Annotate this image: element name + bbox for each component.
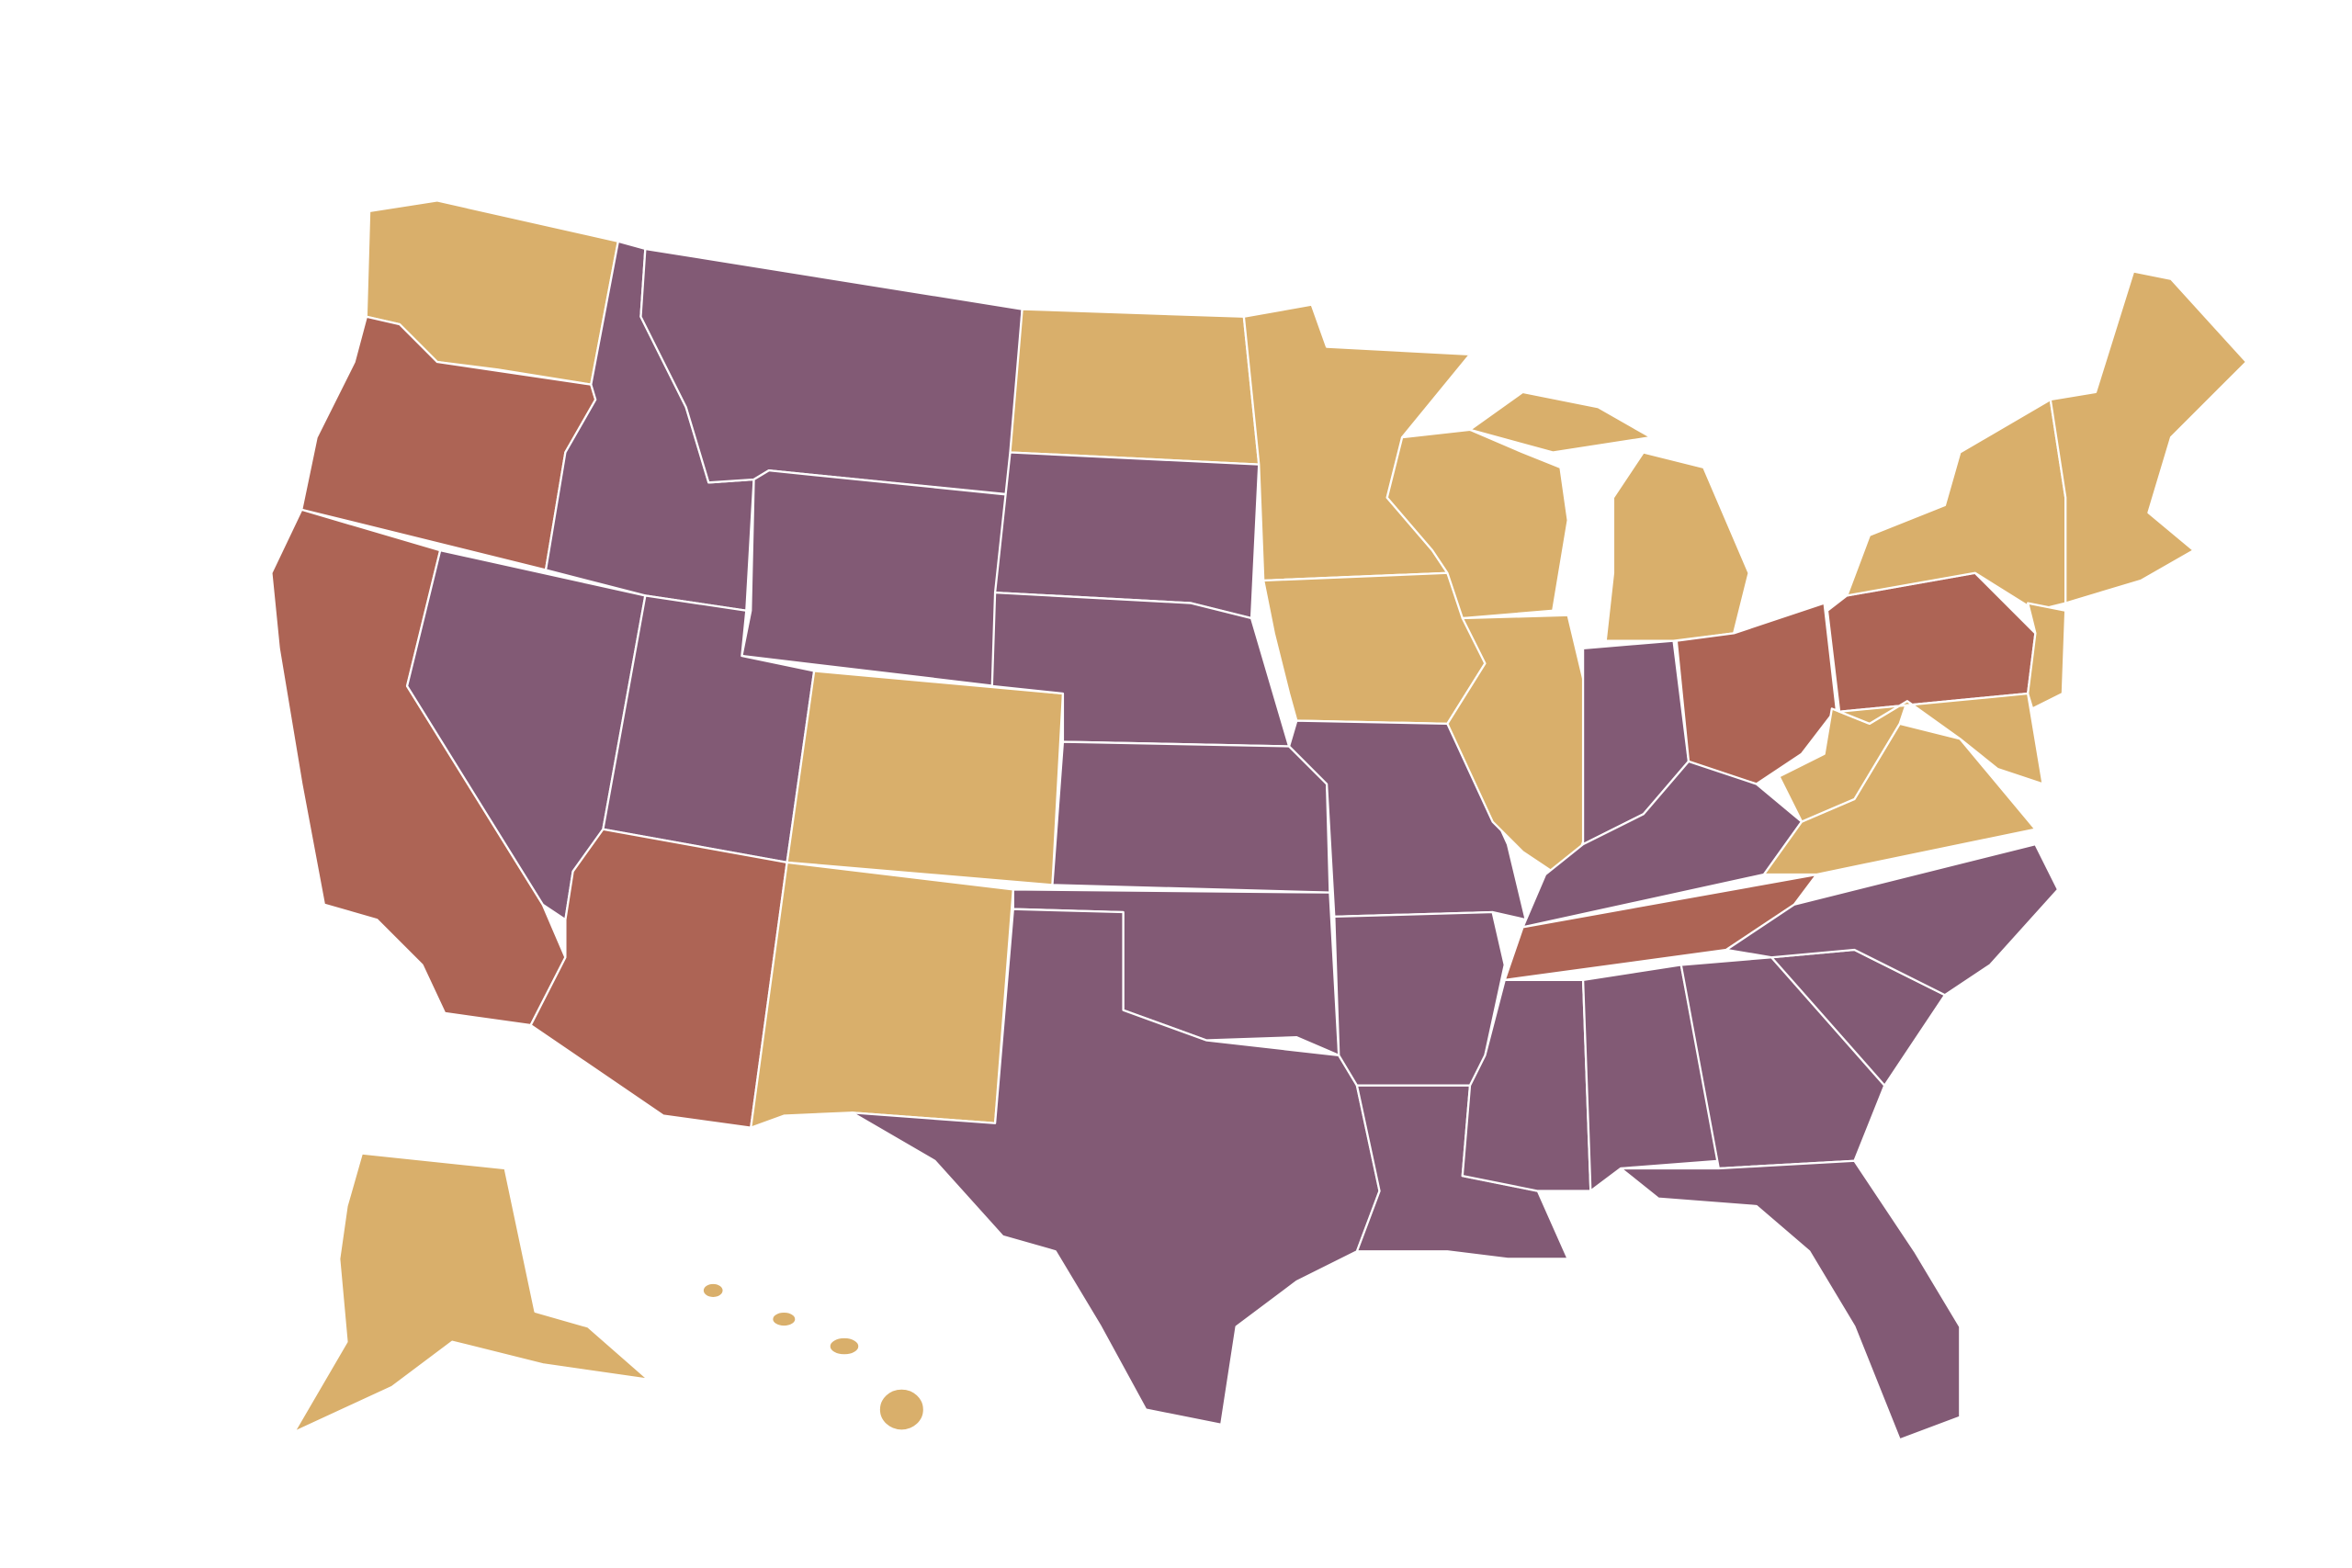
state	[828, 1336, 861, 1357]
state	[786, 670, 1065, 886]
state	[1838, 692, 2044, 785]
state	[2027, 602, 2067, 710]
states	[270, 199, 2248, 1441]
state	[1009, 308, 1261, 466]
state	[2049, 270, 2248, 604]
state	[1679, 956, 1886, 1170]
state	[1619, 1159, 1962, 1441]
state	[1724, 842, 2060, 997]
state	[851, 908, 1381, 1427]
state	[771, 1310, 797, 1328]
state	[701, 1281, 725, 1300]
state	[1333, 910, 1506, 1087]
state	[1446, 614, 1592, 884]
state	[1385, 428, 1569, 620]
state	[1604, 451, 1750, 642]
state	[1262, 571, 1487, 726]
state	[1468, 390, 1653, 454]
state	[750, 861, 1014, 1129]
state	[993, 451, 1261, 620]
state	[1051, 740, 1331, 894]
state	[1581, 964, 1720, 1192]
state	[741, 469, 1009, 687]
state	[292, 1152, 650, 1434]
state	[877, 1387, 926, 1432]
